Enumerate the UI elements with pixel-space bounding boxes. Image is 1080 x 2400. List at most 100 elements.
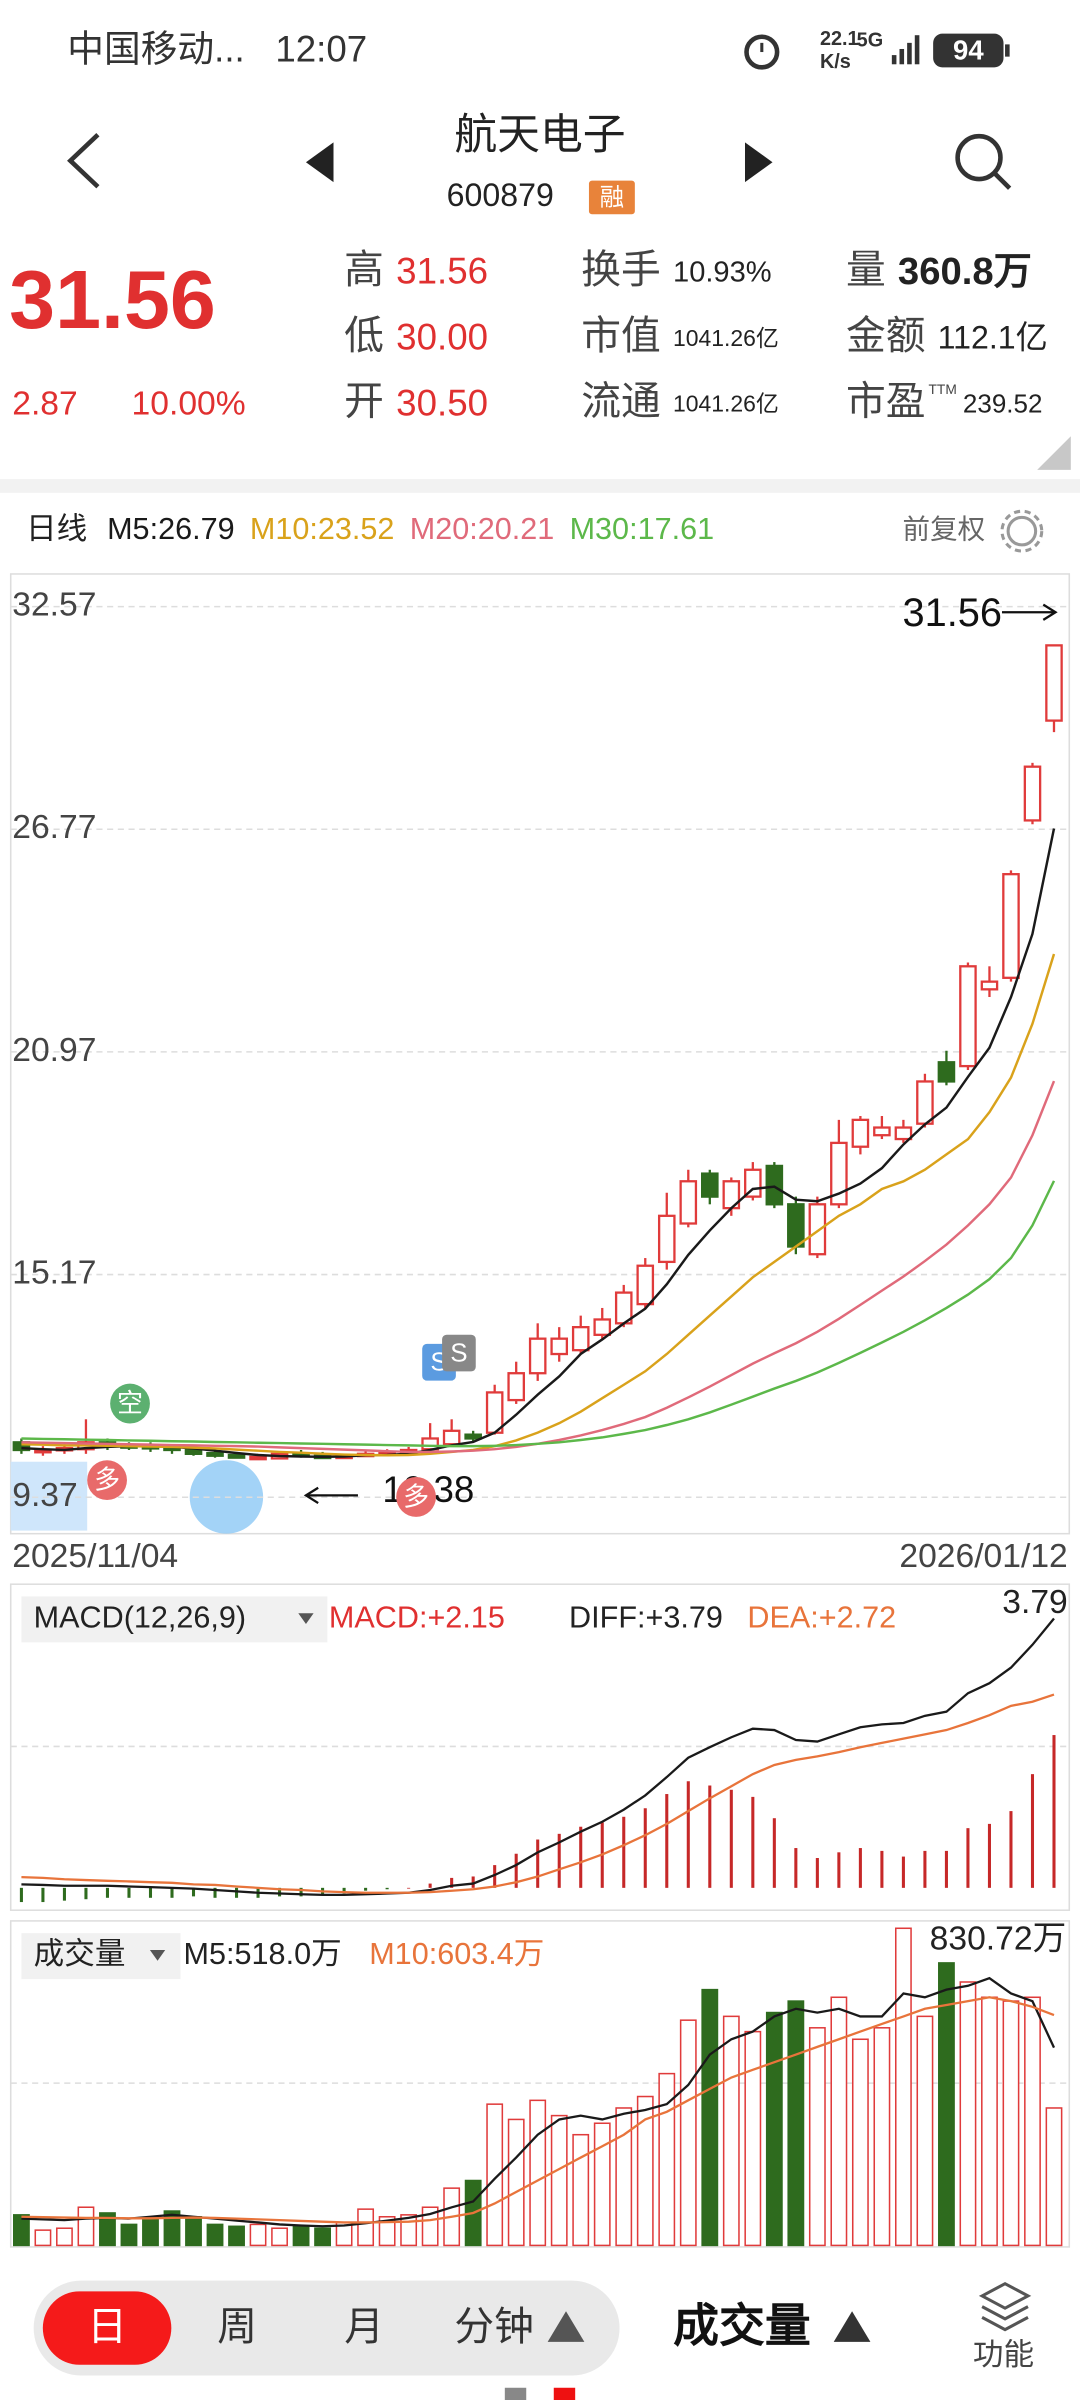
macd-line — [21, 1617, 1055, 1897]
candle-body — [184, 1448, 203, 1455]
candle-body — [571, 1326, 590, 1352]
volume-bar — [507, 2118, 525, 2247]
field-label: 低 — [344, 314, 384, 358]
dropdown-arrow — [149, 1950, 166, 1961]
field-value: 1041.26亿 — [673, 391, 779, 417]
volume-bar — [572, 2133, 590, 2247]
settings-icon[interactable] — [1000, 509, 1044, 553]
volume-bar — [830, 1996, 848, 2247]
signal-label: 空 — [117, 1388, 143, 1418]
legend-entry: M30:17.61 — [570, 512, 715, 546]
macd-bar — [557, 1833, 561, 1888]
candle-body — [894, 1126, 913, 1141]
volume-bar — [873, 2027, 891, 2247]
indicator-title: MACD(12,26,9) — [34, 1600, 246, 1634]
field-sup: TTM — [929, 382, 957, 397]
field-value: 239.52 — [963, 388, 1043, 418]
active-tab[interactable] — [42, 2291, 172, 2365]
price: 31.56 — [9, 253, 216, 346]
volume-bar — [765, 2011, 783, 2247]
volume-bar — [593, 2122, 611, 2247]
next-stock[interactable] — [744, 142, 773, 183]
candle-body — [916, 1080, 934, 1125]
candle-body — [808, 1203, 827, 1256]
margin-badge: 融 — [600, 183, 624, 211]
signal-badge[interactable] — [87, 1460, 127, 1500]
signal-label: 多 — [403, 1481, 429, 1511]
candle-body — [636, 1264, 655, 1306]
macd-bar — [858, 1848, 862, 1888]
macd-bar — [127, 1887, 131, 1898]
back-button[interactable] — [67, 133, 100, 189]
candle-body — [528, 1337, 547, 1375]
signal-badge[interactable] — [110, 1383, 150, 1424]
volume-bar — [808, 2027, 826, 2247]
field-value: 10.93% — [673, 257, 772, 289]
carrier: 中国移动... — [67, 29, 244, 70]
field-value: 1041.26亿 — [673, 325, 779, 351]
period-tab: 周 — [217, 2305, 257, 2349]
candle-body — [937, 1061, 956, 1083]
candle-body — [442, 1429, 461, 1446]
field-label: 市值 — [581, 314, 661, 358]
macd-bar — [1030, 1774, 1035, 1888]
macd-bar — [665, 1794, 669, 1888]
search-button[interactable] — [955, 133, 1012, 190]
field-label: 金额 — [846, 314, 926, 358]
candle-body — [959, 965, 977, 1068]
expand-area[interactable] — [10, 1461, 88, 1531]
volume-bar — [163, 2210, 181, 2247]
macd-bar — [1052, 1735, 1056, 1888]
volume-bar — [99, 2212, 116, 2247]
signal-badge[interactable] — [396, 1477, 436, 1517]
candle-body — [830, 1141, 848, 1206]
marker-arrow — [303, 1486, 319, 1505]
volume-bar — [658, 2072, 676, 2247]
volume-bar — [1002, 2000, 1020, 2247]
period-tabs — [33, 2280, 620, 2376]
volume-bar — [916, 2015, 934, 2247]
volume-bar — [744, 2030, 762, 2247]
volume-bar — [378, 2216, 396, 2247]
moving-average — [21, 953, 1056, 1457]
volume-selector[interactable] — [21, 1933, 181, 1980]
volume-bar — [938, 1962, 955, 2247]
macd-bar — [105, 1887, 109, 1898]
signal-badge[interactable] — [442, 1334, 476, 1372]
volume-bar — [142, 2217, 159, 2247]
macd-bar — [41, 1887, 45, 1903]
candle-body — [227, 1453, 246, 1459]
macd-bar — [471, 1876, 475, 1888]
field-label: 高 — [344, 248, 384, 292]
volume-bar — [787, 2000, 805, 2247]
macd-bar — [342, 1887, 346, 1894]
legend-entry: DIFF:+3.79 — [569, 1600, 723, 1634]
macd-bar — [299, 1887, 303, 1897]
volume-bar — [120, 2223, 138, 2247]
dropdown-arrow — [298, 1613, 314, 1624]
macd-bar — [708, 1785, 712, 1888]
legend-entry: DEA:+2.72 — [747, 1600, 896, 1634]
change: 2.87 — [12, 385, 77, 422]
layers-icon[interactable] — [978, 2281, 1032, 2332]
macd-bar — [944, 1850, 948, 1888]
volume-bar — [959, 1981, 977, 2247]
macd-bar — [643, 1808, 647, 1888]
macd-bar — [407, 1887, 411, 1889]
field-value: 31.56 — [396, 251, 488, 292]
volume-bar — [550, 2114, 568, 2247]
period: 日线 — [26, 512, 87, 546]
macd-bar — [450, 1877, 454, 1888]
y-tick-label: 32.57 — [12, 586, 96, 623]
moving-average — [21, 1180, 1056, 1448]
prev-stock[interactable] — [305, 142, 334, 183]
macd-bar — [794, 1848, 798, 1888]
volume-average — [21, 1996, 1055, 2224]
volume-bar — [679, 2019, 697, 2247]
volume-bar — [206, 2223, 224, 2247]
macd-selector[interactable] — [21, 1596, 328, 1643]
macd-bar — [428, 1883, 432, 1888]
field-value: 30.50 — [396, 382, 488, 423]
stock-name: 航天电子 — [454, 111, 625, 159]
